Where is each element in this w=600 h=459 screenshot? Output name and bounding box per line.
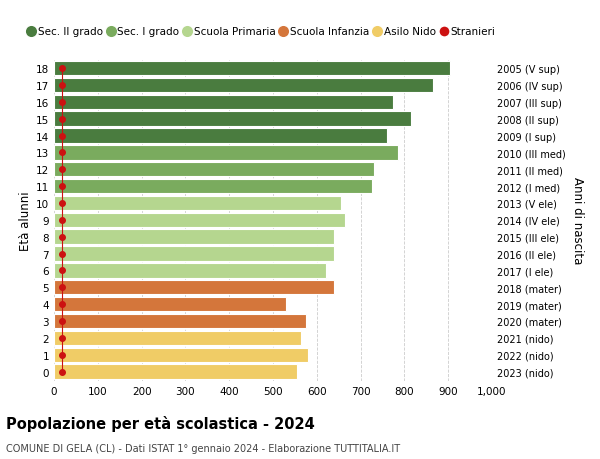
Bar [54,297,286,312]
Bar [54,78,433,93]
Bar [54,179,371,194]
Bar [54,280,334,295]
Bar [54,263,326,278]
Text: COMUNE DI GELA (CL) - Dati ISTAT 1° gennaio 2024 - Elaborazione TUTTITALIA.IT: COMUNE DI GELA (CL) - Dati ISTAT 1° genn… [6,443,400,453]
Legend: Sec. II grado, Sec. I grado, Scuola Primaria, Scuola Infanzia, Asilo Nido, Stran: Sec. II grado, Sec. I grado, Scuola Prim… [24,23,500,41]
Bar [54,348,308,362]
Y-axis label: Età alunni: Età alunni [19,190,32,250]
Bar [54,364,297,379]
Bar [54,247,334,261]
Bar [54,196,341,211]
Bar [54,162,374,177]
Bar [54,95,394,110]
Bar [54,314,306,328]
Text: Popolazione per età scolastica - 2024: Popolazione per età scolastica - 2024 [6,415,315,431]
Bar [54,331,301,345]
Bar [54,129,387,143]
Bar [54,213,345,228]
Y-axis label: Anni di nascita: Anni di nascita [571,177,584,264]
Bar [54,62,451,76]
Bar [54,230,334,244]
Bar [54,146,398,160]
Bar [54,112,411,127]
